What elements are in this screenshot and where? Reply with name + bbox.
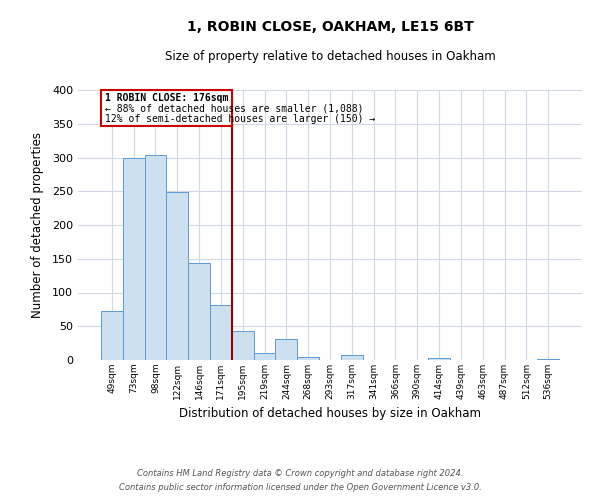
Text: Size of property relative to detached houses in Oakham: Size of property relative to detached ho…: [164, 50, 496, 63]
Bar: [145, 155, 166, 360]
Bar: [166, 192, 188, 360]
Text: Contains public sector information licensed under the Open Government Licence v3: Contains public sector information licen…: [119, 484, 481, 492]
Bar: [341, 356, 363, 360]
Bar: [275, 339, 297, 360]
Bar: [123, 158, 145, 360]
Text: 1 ROBIN CLOSE: 176sqm: 1 ROBIN CLOSE: 176sqm: [105, 94, 229, 104]
Bar: [428, 358, 450, 360]
Text: 1, ROBIN CLOSE, OAKHAM, LE15 6BT: 1, ROBIN CLOSE, OAKHAM, LE15 6BT: [187, 20, 473, 34]
Y-axis label: Number of detached properties: Number of detached properties: [31, 132, 44, 318]
X-axis label: Distribution of detached houses by size in Oakham: Distribution of detached houses by size …: [179, 408, 481, 420]
Bar: [297, 356, 319, 360]
Bar: [101, 312, 123, 360]
Bar: [232, 331, 254, 360]
Bar: [188, 263, 210, 360]
Text: ← 88% of detached houses are smaller (1,088): ← 88% of detached houses are smaller (1,…: [105, 104, 364, 114]
Bar: [210, 304, 232, 360]
Bar: [254, 353, 275, 360]
Text: Contains HM Land Registry data © Crown copyright and database right 2024.: Contains HM Land Registry data © Crown c…: [137, 468, 463, 477]
Bar: [537, 358, 559, 360]
Text: 12% of semi-detached houses are larger (150) →: 12% of semi-detached houses are larger (…: [105, 114, 376, 124]
Bar: [101, 90, 232, 126]
